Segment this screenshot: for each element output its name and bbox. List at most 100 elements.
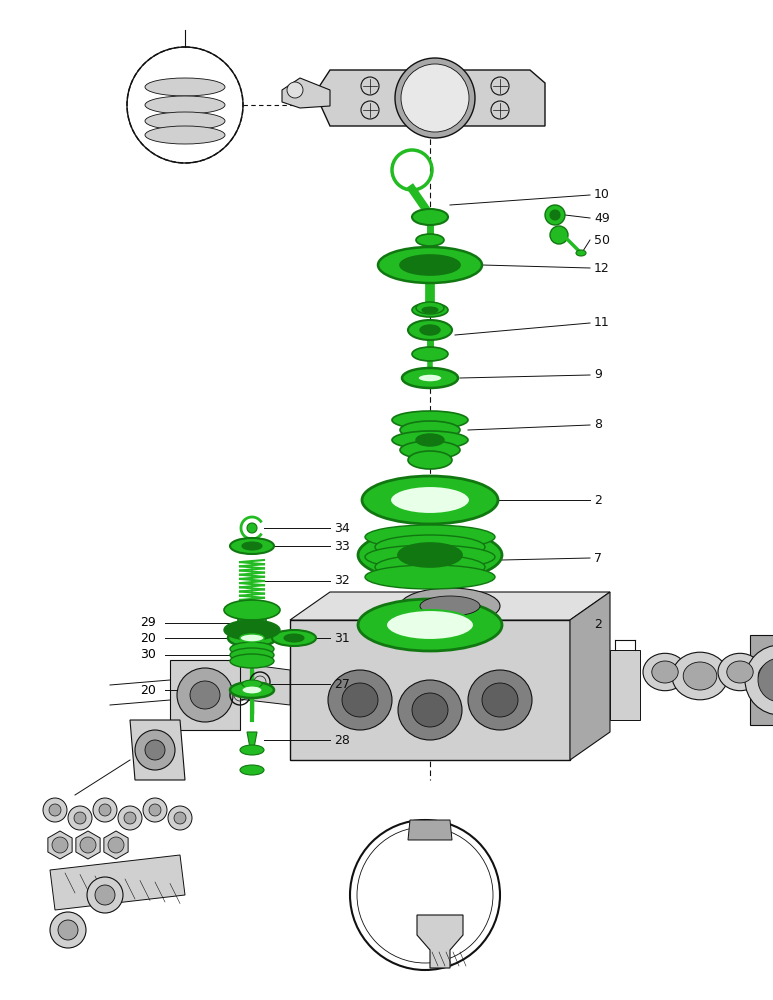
Circle shape — [118, 806, 142, 830]
Polygon shape — [247, 732, 257, 748]
Ellipse shape — [550, 210, 560, 220]
Polygon shape — [290, 592, 610, 620]
Ellipse shape — [416, 302, 444, 314]
Ellipse shape — [272, 630, 316, 646]
Circle shape — [74, 812, 86, 824]
Circle shape — [52, 837, 68, 853]
Ellipse shape — [412, 693, 448, 727]
Ellipse shape — [145, 740, 165, 760]
Ellipse shape — [362, 476, 498, 524]
Text: 29: 29 — [140, 616, 155, 630]
Polygon shape — [104, 831, 128, 859]
Ellipse shape — [358, 529, 502, 581]
Polygon shape — [570, 592, 610, 760]
Ellipse shape — [145, 96, 225, 114]
Ellipse shape — [145, 112, 225, 130]
Polygon shape — [170, 660, 240, 730]
Circle shape — [50, 912, 86, 948]
Circle shape — [87, 877, 123, 913]
Circle shape — [287, 82, 303, 98]
Ellipse shape — [230, 682, 274, 698]
Ellipse shape — [758, 658, 773, 702]
Ellipse shape — [718, 653, 762, 691]
Text: 8: 8 — [594, 418, 602, 432]
Text: 32: 32 — [334, 574, 349, 587]
Ellipse shape — [392, 431, 468, 449]
Ellipse shape — [224, 600, 280, 620]
Text: 11: 11 — [594, 316, 610, 330]
Ellipse shape — [224, 620, 280, 640]
Ellipse shape — [240, 765, 264, 775]
Circle shape — [49, 804, 61, 816]
Ellipse shape — [420, 325, 440, 335]
Text: 9: 9 — [594, 368, 602, 381]
Ellipse shape — [365, 565, 495, 589]
Text: 7: 7 — [594, 552, 602, 564]
Text: 49: 49 — [594, 212, 610, 225]
Text: 10: 10 — [594, 188, 610, 202]
Ellipse shape — [328, 670, 392, 730]
Ellipse shape — [747, 652, 773, 700]
Circle shape — [395, 58, 475, 138]
Circle shape — [361, 101, 379, 119]
Polygon shape — [290, 620, 570, 760]
Polygon shape — [417, 915, 463, 968]
Circle shape — [168, 806, 192, 830]
Circle shape — [58, 920, 78, 940]
Ellipse shape — [365, 545, 495, 569]
Ellipse shape — [242, 680, 262, 688]
Text: 30: 30 — [140, 648, 156, 662]
Text: 20: 20 — [140, 684, 156, 696]
Ellipse shape — [576, 250, 586, 256]
Ellipse shape — [177, 668, 233, 722]
Ellipse shape — [342, 683, 378, 717]
Ellipse shape — [643, 653, 687, 691]
Ellipse shape — [400, 255, 460, 275]
Ellipse shape — [386, 610, 474, 640]
Ellipse shape — [365, 525, 495, 549]
Polygon shape — [610, 650, 640, 720]
Ellipse shape — [422, 307, 438, 313]
Circle shape — [124, 812, 136, 824]
Ellipse shape — [683, 662, 717, 690]
Ellipse shape — [727, 661, 753, 683]
Ellipse shape — [145, 78, 225, 96]
Text: 33: 33 — [334, 540, 349, 552]
Ellipse shape — [375, 555, 485, 579]
Polygon shape — [408, 820, 452, 840]
Ellipse shape — [398, 543, 462, 567]
Polygon shape — [130, 720, 185, 780]
Ellipse shape — [392, 411, 468, 429]
Ellipse shape — [412, 209, 448, 225]
Polygon shape — [76, 831, 100, 859]
Ellipse shape — [408, 451, 452, 469]
Ellipse shape — [418, 374, 442, 382]
Text: 31: 31 — [334, 632, 349, 645]
Circle shape — [491, 77, 509, 95]
Ellipse shape — [228, 629, 276, 647]
Ellipse shape — [758, 662, 773, 690]
Ellipse shape — [745, 645, 773, 715]
Circle shape — [361, 77, 379, 95]
Ellipse shape — [230, 648, 274, 662]
Ellipse shape — [412, 347, 448, 361]
Ellipse shape — [390, 486, 470, 514]
Circle shape — [95, 885, 115, 905]
Ellipse shape — [284, 634, 304, 642]
Ellipse shape — [408, 320, 452, 340]
Text: 50: 50 — [594, 233, 610, 246]
Text: 20: 20 — [140, 632, 156, 645]
Ellipse shape — [416, 234, 444, 246]
Ellipse shape — [400, 588, 500, 624]
Ellipse shape — [412, 303, 448, 317]
Text: 2: 2 — [594, 618, 602, 632]
Circle shape — [108, 837, 124, 853]
Circle shape — [99, 804, 111, 816]
Text: 12: 12 — [594, 261, 610, 274]
Ellipse shape — [230, 538, 274, 554]
Ellipse shape — [398, 680, 462, 740]
Circle shape — [43, 798, 67, 822]
Ellipse shape — [378, 247, 482, 283]
Ellipse shape — [190, 681, 220, 709]
Circle shape — [401, 64, 469, 132]
